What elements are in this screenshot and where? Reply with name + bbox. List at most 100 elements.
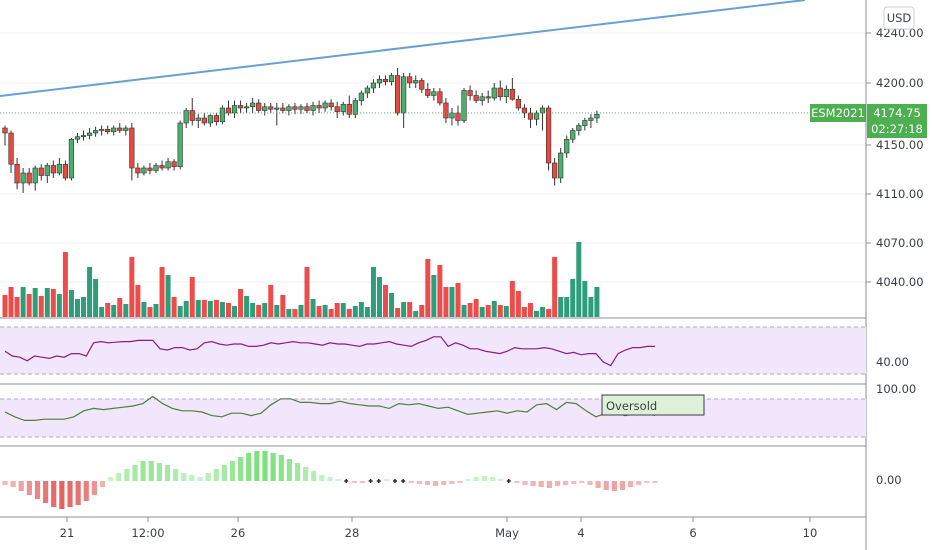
macd-bar bbox=[384, 479, 390, 481]
symbol-label: ESM2021 bbox=[811, 106, 865, 120]
macd-bar bbox=[246, 453, 252, 481]
candle-body bbox=[310, 105, 316, 111]
countdown-value: 02:27:18 bbox=[871, 122, 923, 136]
rsi-line bbox=[4, 336, 655, 367]
volume-bar bbox=[358, 302, 364, 317]
candle-body bbox=[159, 165, 165, 169]
candle-body bbox=[527, 112, 534, 120]
trendline[interactable] bbox=[0, 0, 806, 97]
candle-body bbox=[171, 161, 177, 168]
volume-bar bbox=[322, 305, 328, 317]
volume-bar bbox=[81, 297, 87, 317]
candle-body bbox=[225, 107, 232, 114]
macd-bar bbox=[441, 481, 447, 485]
candle-body bbox=[32, 167, 38, 184]
candle-body bbox=[74, 136, 81, 140]
volume-bar bbox=[570, 279, 576, 317]
candle-body bbox=[594, 113, 600, 119]
candle-body bbox=[123, 127, 129, 131]
candle-body bbox=[50, 165, 56, 174]
macd-bar bbox=[164, 465, 171, 481]
macd-bar bbox=[538, 481, 544, 487]
candle-body bbox=[20, 172, 26, 184]
macd-bar bbox=[43, 481, 49, 503]
candle-body bbox=[117, 127, 123, 131]
candle-body bbox=[292, 106, 298, 110]
currency-button[interactable] bbox=[883, 6, 915, 30]
macd-histogram bbox=[2, 451, 658, 509]
macd-bar bbox=[124, 469, 130, 481]
candle-body bbox=[545, 107, 552, 164]
macd-bar bbox=[2, 481, 8, 485]
volume-bar bbox=[292, 309, 298, 317]
macd-bar bbox=[221, 465, 227, 481]
macd-bar bbox=[652, 481, 658, 483]
price-tick-label: 4040.00 bbox=[876, 275, 924, 289]
macd-bar bbox=[351, 481, 357, 483]
candle-body bbox=[521, 107, 528, 114]
volume-bar bbox=[183, 301, 189, 317]
macd-bar bbox=[498, 479, 504, 481]
candle-body bbox=[165, 161, 171, 169]
macd-bar bbox=[148, 461, 154, 481]
candle-body bbox=[588, 117, 594, 121]
volume-bar bbox=[431, 275, 437, 317]
volume-bar bbox=[413, 311, 419, 317]
candle-body bbox=[2, 127, 8, 134]
stoch-band bbox=[0, 399, 866, 437]
candle-body bbox=[219, 107, 226, 123]
macd-bar bbox=[278, 455, 284, 481]
candle-body bbox=[509, 88, 515, 100]
candle-body bbox=[394, 75, 401, 114]
macd-bar bbox=[229, 461, 236, 481]
volume-bar bbox=[219, 302, 225, 317]
candle-body bbox=[515, 98, 521, 109]
macd-bar bbox=[132, 465, 138, 481]
volume-bar bbox=[473, 299, 479, 317]
macd-bar bbox=[197, 477, 203, 481]
macd-bar bbox=[10, 481, 16, 487]
volume-bar bbox=[111, 305, 117, 317]
candle-body bbox=[582, 120, 588, 126]
volume-bar bbox=[250, 303, 256, 317]
candle-body bbox=[153, 165, 159, 171]
volume-bar bbox=[238, 289, 244, 317]
candle-body bbox=[26, 172, 32, 184]
macd-bar bbox=[327, 477, 333, 481]
candle-body bbox=[564, 138, 570, 154]
volume-bar bbox=[50, 289, 56, 317]
candle-body bbox=[44, 165, 50, 176]
macd-bar bbox=[522, 481, 528, 485]
volume-bar bbox=[588, 297, 594, 317]
volume-bar bbox=[62, 252, 68, 317]
candle-body bbox=[268, 106, 274, 110]
candle-body bbox=[413, 80, 419, 84]
volume-bar bbox=[503, 306, 509, 317]
candle-body bbox=[8, 132, 14, 165]
candle-body bbox=[147, 167, 153, 171]
volume-bar bbox=[177, 306, 183, 317]
volume-bar bbox=[99, 307, 105, 317]
volume-bar bbox=[123, 304, 129, 317]
candle-body bbox=[576, 125, 582, 131]
volume-bar bbox=[425, 259, 431, 317]
volume-bar bbox=[552, 257, 558, 317]
candle-body bbox=[38, 167, 44, 176]
candle-body bbox=[443, 102, 449, 119]
volume-bar bbox=[129, 257, 135, 317]
volume-bar bbox=[509, 281, 515, 317]
volume-bar bbox=[20, 287, 26, 317]
candle-body bbox=[231, 105, 238, 114]
macd-bar bbox=[270, 453, 276, 481]
price-axis-labels: 4240.004200.004150.004110.004070.004040.… bbox=[866, 26, 924, 289]
candle-body bbox=[280, 107, 286, 111]
macd-bar bbox=[433, 481, 439, 486]
macd-bar bbox=[34, 481, 41, 499]
volume-bar bbox=[56, 294, 62, 317]
candle-body bbox=[141, 167, 147, 174]
candle-body bbox=[407, 76, 413, 84]
oversold-label-box[interactable] bbox=[601, 394, 705, 416]
time-tick-label: 28 bbox=[345, 526, 360, 540]
symbol-badge bbox=[810, 104, 866, 122]
candle-body bbox=[250, 102, 256, 108]
